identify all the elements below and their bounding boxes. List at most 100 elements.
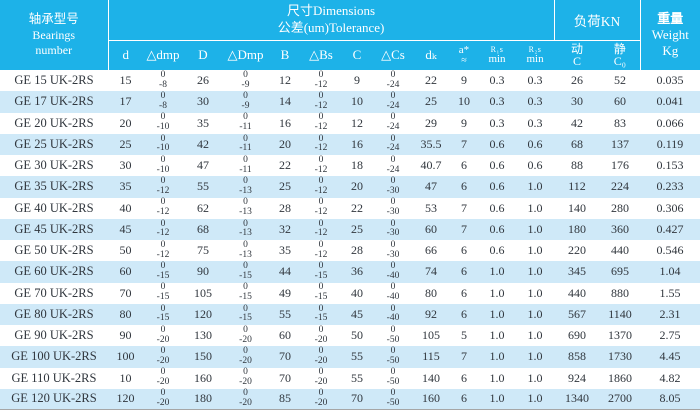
tolerance-upper: 0 [390, 346, 396, 357]
tolerance-lower: -40 [386, 313, 400, 324]
cell-d: 90 [108, 325, 143, 347]
header-weight-cn: 重量 [657, 10, 684, 26]
tolerance-lower: -50 [386, 377, 400, 388]
header-dimensions: 尺寸Dimensions 公差(um)Tolerance) [108, 0, 555, 41]
cell-Cs-tolerance: 0 -30 [374, 176, 412, 198]
cell-B: 70 [268, 367, 302, 389]
table-row: GE 60 UK-2RS 60 0 -15 90 0 -15 44 0 -15 36 0 -40 74 6 1… [0, 261, 700, 283]
cell-Dmp-tolerance: 0 -11 [223, 155, 268, 177]
cell-B: 16 [268, 112, 302, 134]
cell-Cs-tolerance: 0 -30 [374, 197, 412, 219]
header-dimensions-line2: 公差(um)Tolerance) [277, 19, 385, 35]
tolerance-upper: 0 [318, 69, 324, 80]
cell-dmp-tolerance: 0 -15 [143, 303, 183, 325]
cell-Cs-tolerance: 0 -50 [374, 346, 412, 368]
tolerance-lower: -40 [386, 292, 400, 303]
cell-B: 55 [268, 303, 302, 325]
cell-Cs-tolerance: 0 -24 [374, 112, 412, 134]
tolerance-upper: 0 [160, 133, 166, 144]
cell-d: 50 [108, 240, 143, 262]
tolerance-upper: 0 [160, 69, 166, 80]
tolerance-lower: -13 [239, 207, 252, 218]
cell-Dmp-tolerance: 0 -13 [223, 176, 268, 198]
cell-static-load: 83 [600, 112, 641, 134]
cell-r2s-min: 1.0 [516, 218, 555, 240]
tolerance-upper: 0 [243, 218, 248, 229]
cell-r2s-min: 1.0 [516, 303, 555, 325]
cell-static-load: 176 [600, 155, 641, 177]
cell-static-load: 880 [600, 282, 641, 304]
cell-B: 14 [268, 91, 302, 113]
bearing-model: GE 60 UK-2RS [0, 261, 108, 283]
cell-a: 7 [450, 218, 478, 240]
cell-weight: 2.31 [640, 303, 700, 325]
tolerance-upper: 0 [390, 112, 396, 123]
cell-dynamic-load: 924 [554, 367, 601, 389]
tolerance-upper: 0 [243, 133, 248, 144]
tolerance-upper: 0 [160, 324, 166, 335]
header-weight-en: Weight [651, 26, 689, 42]
bearing-model: GE 100 UK-2RS [0, 346, 108, 368]
tolerance-lower: -30 [386, 185, 400, 196]
cell-a: 6 [450, 240, 478, 262]
cell-r1s-min: 1.0 [478, 325, 516, 347]
col-dynamic-cn: 动 [571, 41, 584, 56]
tolerance-lower: -9 [241, 79, 250, 90]
tolerance-lower: -12 [314, 207, 328, 218]
cell-r1s-min: 1.0 [478, 346, 516, 368]
cell-dynamic-load: 140 [554, 197, 601, 219]
cell-D: 105 [183, 282, 223, 304]
cell-dmp-tolerance: 0 -10 [143, 133, 183, 155]
tolerance-upper: 0 [390, 261, 396, 272]
tolerance-upper: 0 [318, 239, 324, 250]
bearing-model: GE 30 UK-2RS [0, 155, 108, 177]
col-delta-Cs: △Cs [374, 40, 412, 70]
cell-Cs-tolerance: 0 -40 [374, 303, 412, 325]
tolerance-lower: -24 [386, 164, 400, 175]
cell-D: 160 [183, 367, 223, 389]
tolerance-lower: -15 [314, 313, 328, 324]
tolerance-upper: 0 [160, 91, 166, 102]
cell-D: 30 [183, 91, 223, 113]
cell-static-load: 52 [600, 70, 641, 92]
tolerance-lower: -10 [156, 143, 170, 154]
tolerance-upper: 0 [318, 197, 324, 208]
cell-dk: 66 [412, 240, 450, 262]
cell-a: 6 [450, 261, 478, 283]
cell-D: 75 [183, 240, 223, 262]
tolerance-upper: 0 [390, 367, 396, 378]
cell-C: 22 [340, 197, 374, 219]
tolerance-lower: -20 [156, 377, 170, 388]
cell-static-load: 60 [600, 91, 641, 113]
table-row: GE 15 UK-2RS 15 0 -8 26 0 -9 12 0 -12 9 0 -24 22 9 0.3 0… [0, 69, 700, 92]
cell-r1s-min: 0.6 [478, 133, 516, 155]
tolerance-upper: 0 [318, 176, 324, 187]
tolerance-lower: -8 [159, 100, 167, 111]
tolerance-upper: 0 [160, 218, 166, 229]
cell-Bs-tolerance: 0 -12 [302, 69, 340, 92]
tolerance-lower: -15 [239, 270, 252, 281]
cell-dynamic-load: 345 [554, 261, 601, 283]
bearing-model: GE 90 UK-2RS [0, 325, 108, 347]
cell-dynamic-load: 112 [554, 176, 601, 198]
tolerance-upper: 0 [390, 197, 396, 208]
cell-r1s-min: 0.3 [478, 112, 516, 134]
col-static-symbol: C₀ [613, 54, 626, 69]
cell-C: 12 [340, 112, 374, 134]
cell-Cs-tolerance: 0 -30 [374, 218, 412, 240]
cell-Cs-tolerance: 0 -50 [374, 324, 412, 347]
cell-Bs-tolerance: 0 -12 [302, 218, 340, 240]
tolerance-upper: 0 [390, 324, 396, 335]
cell-static-load: 695 [600, 261, 641, 283]
tolerance-upper: 0 [160, 239, 166, 250]
cell-C: 9 [340, 70, 374, 92]
col-r2s-label: R₂s [528, 44, 542, 54]
tolerance-upper: 0 [318, 218, 324, 229]
cell-B: 70 [268, 346, 302, 368]
tolerance-lower: -12 [314, 164, 328, 175]
header-bearings-en1: Bearings [32, 27, 76, 42]
cell-static-load: 1730 [600, 346, 641, 368]
cell-Bs-tolerance: 0 -15 [302, 282, 340, 304]
tolerance-upper: 0 [160, 197, 166, 208]
cell-a: 6 [450, 176, 478, 198]
